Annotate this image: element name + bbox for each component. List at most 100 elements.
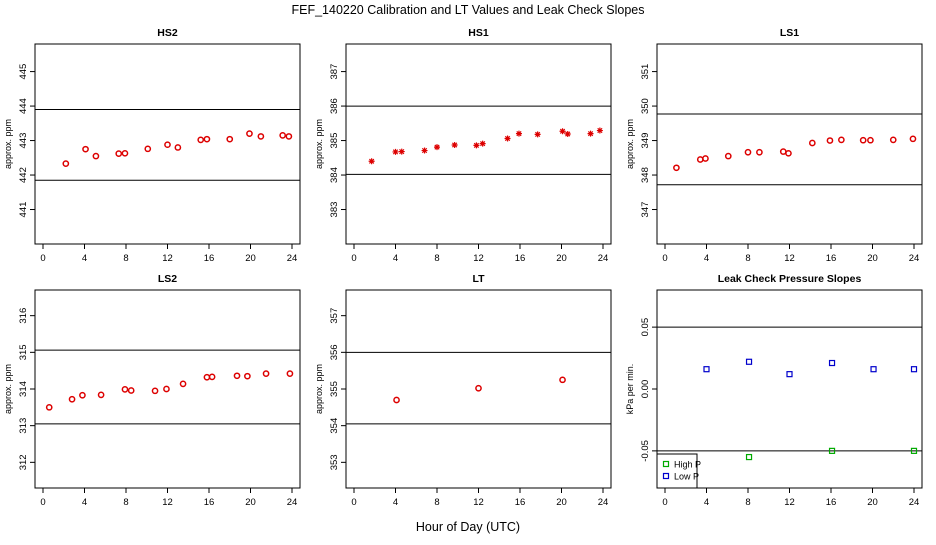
data-point-series-0: [867, 136, 874, 144]
y-axis-label: approx. ppm: [3, 364, 13, 414]
data-point-series-0: [45, 403, 53, 411]
y-axis-label: approx. ppm: [3, 119, 13, 169]
x-tick-label: 20: [867, 497, 878, 508]
y-tick-label: 347: [640, 202, 651, 218]
x-tick-label: 20: [245, 497, 256, 508]
y-tick-label: 312: [18, 454, 29, 470]
x-tick-label: 24: [909, 253, 920, 264]
x-tick-label: 0: [40, 253, 45, 264]
plot-frame: [345, 289, 612, 489]
data-point-series-0: [286, 370, 294, 377]
x-tick-label: 12: [162, 253, 173, 264]
data-point-series-0: [724, 152, 732, 160]
x-tick-label: 16: [515, 253, 526, 264]
y-tick-label: 383: [329, 202, 340, 218]
data-point-series-0: [785, 149, 792, 157]
panel-ls2: LS2 0 4 8 12 16 20 24 312 313 314 315 316 approx. ppm: [3, 273, 301, 508]
x-tick-label: 20: [867, 253, 878, 264]
x-tick-label: 16: [826, 497, 837, 508]
data-point-series-0: [279, 132, 287, 139]
x-tick-label: 12: [784, 253, 795, 264]
data-point-series-0: [368, 158, 375, 165]
data-point-series-0: [92, 152, 100, 160]
legend-label: High P: [674, 460, 701, 470]
panel-title: LS1: [780, 27, 799, 39]
plot-frame: [34, 43, 301, 245]
data-point-series-0: [151, 387, 159, 395]
data-point-low-p: [745, 358, 753, 365]
panel-title: HS1: [468, 27, 489, 39]
data-point-series-0: [115, 150, 123, 158]
data-point-series-0: [702, 155, 709, 162]
y-axis-label: approx. ppm: [625, 119, 635, 169]
data-point-low-p: [870, 366, 877, 373]
y-tick-label: 0.05: [640, 318, 651, 337]
y-axis-label: kPa per min.: [625, 364, 635, 415]
data-point-low-p: [910, 366, 918, 373]
y-tick-label: 349: [640, 133, 651, 149]
x-tick-label: 20: [556, 253, 567, 264]
y-tick-label: 357: [329, 308, 340, 324]
data-point-series-0: [246, 130, 253, 138]
y-tick-label: 354: [329, 418, 340, 434]
x-tick-label: 0: [351, 497, 356, 508]
figure-x-axis-label: Hour of Day (UTC): [416, 520, 520, 534]
data-point-series-0: [434, 144, 440, 151]
y-axis-label: approx. ppm: [314, 364, 324, 414]
y-tick-label: -0.05: [640, 440, 651, 462]
data-point-high-p: [910, 447, 918, 454]
data-point-high-p: [828, 447, 836, 454]
data-point-series-0: [285, 133, 293, 140]
x-tick-label: 0: [662, 497, 667, 508]
y-tick-label: 353: [329, 454, 340, 470]
panel-ls1: LS1 0 4 8 12 16 20 24 347 348 349 350 351 approx. ppm: [625, 27, 923, 264]
data-point-series-0: [79, 391, 86, 399]
figure-title: FEF_140220 Calibration and LT Values and…: [291, 3, 644, 17]
x-tick-label: 16: [515, 497, 526, 508]
data-point-series-0: [244, 372, 251, 380]
plot-frame: [34, 289, 301, 489]
data-point-series-0: [479, 140, 486, 147]
x-tick-label: 12: [473, 253, 484, 264]
data-point-series-0: [226, 135, 234, 143]
y-tick-label: 444: [18, 98, 29, 114]
x-tick-label: 12: [473, 497, 484, 508]
y-tick-label: 442: [18, 167, 29, 183]
data-point-series-0: [596, 127, 603, 134]
legend: High P Low P: [656, 453, 701, 489]
data-point-series-0: [889, 136, 897, 144]
data-point-series-0: [257, 133, 265, 140]
y-tick-label: 315: [18, 344, 29, 360]
x-tick-label: 12: [162, 497, 173, 508]
x-tick-label: 16: [204, 253, 215, 264]
y-tick-label: 386: [329, 98, 340, 114]
y-tick-label: 385: [329, 133, 340, 149]
x-tick-label: 24: [598, 497, 609, 508]
data-point-series-0: [127, 387, 135, 394]
legend-marker-high-p: [662, 460, 670, 468]
data-point-series-0: [163, 385, 170, 393]
x-tick-label: 12: [784, 497, 795, 508]
data-point-series-0: [68, 395, 76, 403]
panel-title: HS2: [157, 27, 178, 39]
data-point-series-0: [82, 145, 89, 153]
x-tick-label: 0: [351, 253, 356, 264]
x-tick-label: 24: [598, 253, 609, 264]
data-point-series-0: [62, 160, 70, 168]
panel-hs2: HS2 0 4 8 12 16 20 24 441 442 443 444 445 approx. ppm: [3, 27, 301, 264]
x-tick-label: 8: [745, 253, 750, 264]
y-tick-label: 441: [18, 202, 29, 218]
x-tick-label: 4: [704, 497, 709, 508]
legend-label: Low P: [674, 472, 699, 482]
x-tick-label: 8: [123, 253, 128, 264]
data-point-series-0: [756, 148, 763, 156]
y-tick-label: 314: [18, 381, 29, 397]
data-point-high-p: [745, 453, 753, 461]
y-tick-label: 348: [640, 167, 651, 183]
x-tick-label: 24: [287, 253, 298, 264]
data-point-series-0: [398, 148, 405, 155]
x-tick-label: 4: [393, 253, 398, 264]
data-point-series-0: [587, 130, 594, 137]
data-point-series-0: [203, 373, 211, 381]
